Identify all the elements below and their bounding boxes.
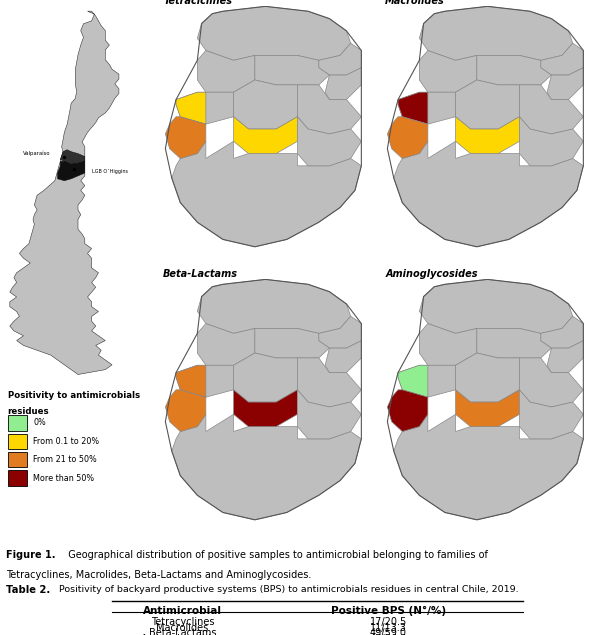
Text: Macrolides: Macrolides (385, 0, 445, 6)
Polygon shape (419, 324, 477, 365)
Text: 11/13.3: 11/13.3 (370, 622, 407, 632)
Polygon shape (477, 328, 551, 358)
Text: 17/20.5: 17/20.5 (370, 617, 407, 627)
Polygon shape (325, 341, 361, 373)
Polygon shape (172, 414, 361, 520)
Text: Tetracyclines: Tetracyclines (151, 617, 214, 627)
Polygon shape (298, 358, 361, 407)
Polygon shape (197, 6, 350, 60)
Polygon shape (319, 43, 361, 75)
Polygon shape (176, 365, 206, 397)
Polygon shape (176, 92, 206, 124)
Polygon shape (176, 365, 233, 397)
Polygon shape (197, 324, 255, 365)
Polygon shape (547, 68, 583, 100)
Polygon shape (255, 328, 329, 358)
Text: Table 2.: Table 2. (6, 585, 50, 596)
Text: 49/59.0: 49/59.0 (370, 628, 407, 635)
Polygon shape (58, 161, 85, 181)
Polygon shape (197, 279, 350, 333)
Polygon shape (398, 365, 428, 397)
Polygon shape (541, 316, 583, 348)
Bar (7, 452, 27, 467)
Text: Aminoglycosides: Aminoglycosides (385, 269, 478, 279)
Polygon shape (398, 365, 455, 397)
Polygon shape (172, 142, 361, 247)
Text: Positivity of backyard productive systems (BPS) to antimicrobials residues in ce: Positivity of backyard productive system… (56, 585, 518, 594)
Polygon shape (394, 142, 583, 247)
Polygon shape (419, 279, 573, 333)
Polygon shape (166, 117, 206, 159)
Text: From 0.1 to 20%: From 0.1 to 20% (33, 437, 99, 446)
Polygon shape (298, 85, 361, 134)
Polygon shape (233, 80, 298, 129)
Polygon shape (388, 117, 428, 159)
Polygon shape (10, 11, 119, 375)
Text: Macrolides: Macrolides (156, 622, 209, 632)
Polygon shape (166, 390, 206, 432)
Text: Positivity to antimicrobials: Positivity to antimicrobials (7, 391, 140, 399)
Polygon shape (547, 341, 583, 373)
Polygon shape (520, 358, 583, 407)
Polygon shape (255, 55, 329, 85)
Polygon shape (419, 6, 573, 60)
Text: LGB O´Higgins: LGB O´Higgins (92, 168, 128, 173)
Polygon shape (419, 51, 477, 92)
Polygon shape (388, 390, 428, 432)
Polygon shape (455, 353, 520, 402)
Polygon shape (520, 117, 583, 166)
Polygon shape (325, 68, 361, 100)
Polygon shape (455, 117, 520, 154)
Polygon shape (197, 51, 255, 92)
Bar (7, 471, 27, 486)
Polygon shape (394, 414, 583, 520)
Text: Tetracyclines, Macrolides, Beta-Lactams and Aminoglycosides.: Tetracyclines, Macrolides, Beta-Lactams … (6, 570, 311, 580)
Text: Valparaíso: Valparaíso (23, 151, 51, 156)
Text: residues: residues (7, 407, 49, 416)
Text: Beta-Lactams: Beta-Lactams (163, 269, 238, 279)
Polygon shape (233, 353, 298, 402)
Polygon shape (520, 85, 583, 134)
Polygon shape (298, 390, 361, 439)
Bar (7, 434, 27, 449)
Bar (7, 415, 27, 431)
Polygon shape (520, 390, 583, 439)
Polygon shape (398, 92, 455, 124)
Text: Aminoglycosides: Aminoglycosides (142, 634, 223, 635)
Polygon shape (541, 43, 583, 75)
Polygon shape (477, 55, 551, 85)
Polygon shape (455, 390, 520, 427)
Polygon shape (233, 117, 298, 154)
Text: More than 50%: More than 50% (33, 474, 94, 483)
Text: From 21 to 50%: From 21 to 50% (33, 455, 97, 464)
Text: Antimicrobial: Antimicrobial (143, 606, 222, 616)
Text: 47/56.6: 47/56.6 (370, 634, 407, 635)
Polygon shape (398, 92, 428, 124)
Text: Figure 1.: Figure 1. (6, 550, 56, 560)
Text: Tetraciclines: Tetraciclines (163, 0, 232, 6)
Text: 0%: 0% (33, 418, 46, 427)
Polygon shape (298, 117, 361, 166)
Text: Beta-Lactams: Beta-Lactams (149, 628, 216, 635)
Text: Geographical distribution of positive samples to antimicrobial belonging to fami: Geographical distribution of positive sa… (62, 550, 488, 560)
Polygon shape (176, 92, 233, 124)
Text: Positive BPS (N°/%): Positive BPS (N°/%) (331, 606, 446, 616)
Polygon shape (319, 316, 361, 348)
Polygon shape (60, 150, 85, 164)
Polygon shape (233, 390, 298, 427)
Polygon shape (455, 80, 520, 129)
